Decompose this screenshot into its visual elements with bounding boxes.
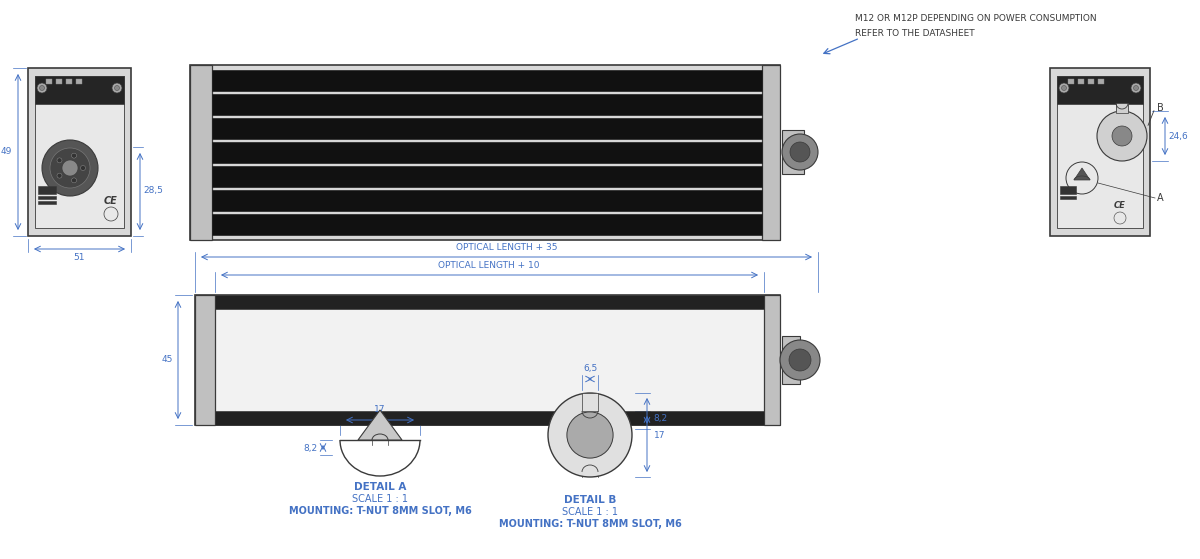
Bar [28, 68, 131, 236]
Bar [212, 214, 762, 235]
Text: 49: 49 [0, 148, 12, 157]
Text: 28,5: 28,5 [143, 187, 163, 196]
Bar [194, 295, 780, 425]
Polygon shape [1074, 168, 1090, 180]
Circle shape [80, 165, 85, 170]
Text: A: A [1157, 193, 1164, 203]
Bar [35, 76, 124, 228]
Text: 8,2: 8,2 [302, 443, 317, 452]
Bar [190, 65, 212, 240]
Text: MOUNTING: T-NUT 8MM SLOT, M6: MOUNTING: T-NUT 8MM SLOT, M6 [499, 519, 682, 529]
Bar [212, 142, 762, 163]
Circle shape [548, 393, 632, 477]
Bar [1078, 79, 1084, 84]
Circle shape [56, 173, 62, 178]
Circle shape [114, 86, 120, 91]
Text: SCALE 1 : 1: SCALE 1 : 1 [352, 494, 408, 504]
Text: 17: 17 [654, 430, 666, 439]
Bar [1057, 76, 1142, 104]
Text: 17: 17 [374, 405, 385, 415]
Bar [1057, 76, 1142, 228]
Bar [38, 196, 56, 199]
Circle shape [1132, 83, 1141, 93]
Text: CE: CE [1114, 201, 1126, 211]
Text: 8,2: 8,2 [653, 415, 667, 424]
Text: OPTICAL LENGTH + 35: OPTICAL LENGTH + 35 [456, 243, 558, 252]
Bar [76, 79, 82, 84]
Circle shape [37, 83, 47, 93]
Circle shape [566, 412, 613, 458]
Bar [66, 79, 72, 84]
Bar [212, 118, 762, 139]
Circle shape [112, 83, 122, 93]
Circle shape [782, 134, 818, 170]
Bar [782, 130, 804, 174]
Circle shape [50, 148, 90, 188]
Text: DETAIL B: DETAIL B [564, 495, 616, 505]
Bar [764, 295, 780, 425]
Text: 6,5: 6,5 [583, 364, 598, 373]
Circle shape [72, 178, 77, 183]
Bar [215, 411, 764, 425]
Bar [1068, 79, 1074, 84]
Circle shape [42, 140, 98, 196]
Circle shape [62, 160, 78, 176]
Bar [212, 190, 762, 211]
Bar [35, 76, 124, 104]
Circle shape [1062, 86, 1067, 91]
Text: MOUNTING: T-NUT 8MM SLOT, M6: MOUNTING: T-NUT 8MM SLOT, M6 [289, 506, 472, 516]
Text: CE: CE [104, 196, 118, 206]
Circle shape [40, 86, 44, 91]
Circle shape [790, 142, 810, 162]
Text: 24,6: 24,6 [1168, 131, 1188, 140]
Bar [38, 186, 56, 194]
Bar [782, 336, 800, 384]
Circle shape [790, 349, 811, 371]
Bar [212, 94, 762, 115]
Text: 45: 45 [161, 356, 173, 364]
Circle shape [1112, 126, 1132, 146]
Bar [1116, 103, 1128, 113]
Text: DETAIL A: DETAIL A [354, 482, 406, 492]
Text: M12 OR M12P DEPENDING ON POWER CONSUMPTION: M12 OR M12P DEPENDING ON POWER CONSUMPTI… [854, 14, 1097, 23]
Circle shape [72, 153, 77, 158]
Bar [212, 166, 762, 187]
Bar [215, 295, 764, 309]
Bar [212, 70, 762, 91]
Circle shape [56, 158, 62, 163]
Bar [46, 79, 52, 84]
Circle shape [1060, 83, 1069, 93]
Text: B: B [1157, 103, 1164, 113]
Bar [56, 79, 62, 84]
Bar [1060, 196, 1076, 199]
Circle shape [1097, 111, 1147, 161]
Bar [1088, 79, 1094, 84]
Bar [582, 393, 598, 411]
Bar [194, 295, 215, 425]
Bar [190, 65, 780, 240]
Bar [1098, 79, 1104, 84]
Circle shape [1134, 86, 1139, 91]
Text: SCALE 1 : 1: SCALE 1 : 1 [562, 507, 618, 517]
Polygon shape [358, 410, 402, 440]
Bar [38, 201, 56, 204]
Text: 51: 51 [73, 253, 85, 263]
Bar [762, 65, 780, 240]
Bar [1060, 186, 1076, 194]
Text: REFER TO THE DATASHEET: REFER TO THE DATASHEET [854, 29, 974, 38]
Bar [1050, 68, 1150, 236]
Text: OPTICAL LENGTH + 10: OPTICAL LENGTH + 10 [438, 260, 540, 269]
Circle shape [780, 340, 820, 380]
